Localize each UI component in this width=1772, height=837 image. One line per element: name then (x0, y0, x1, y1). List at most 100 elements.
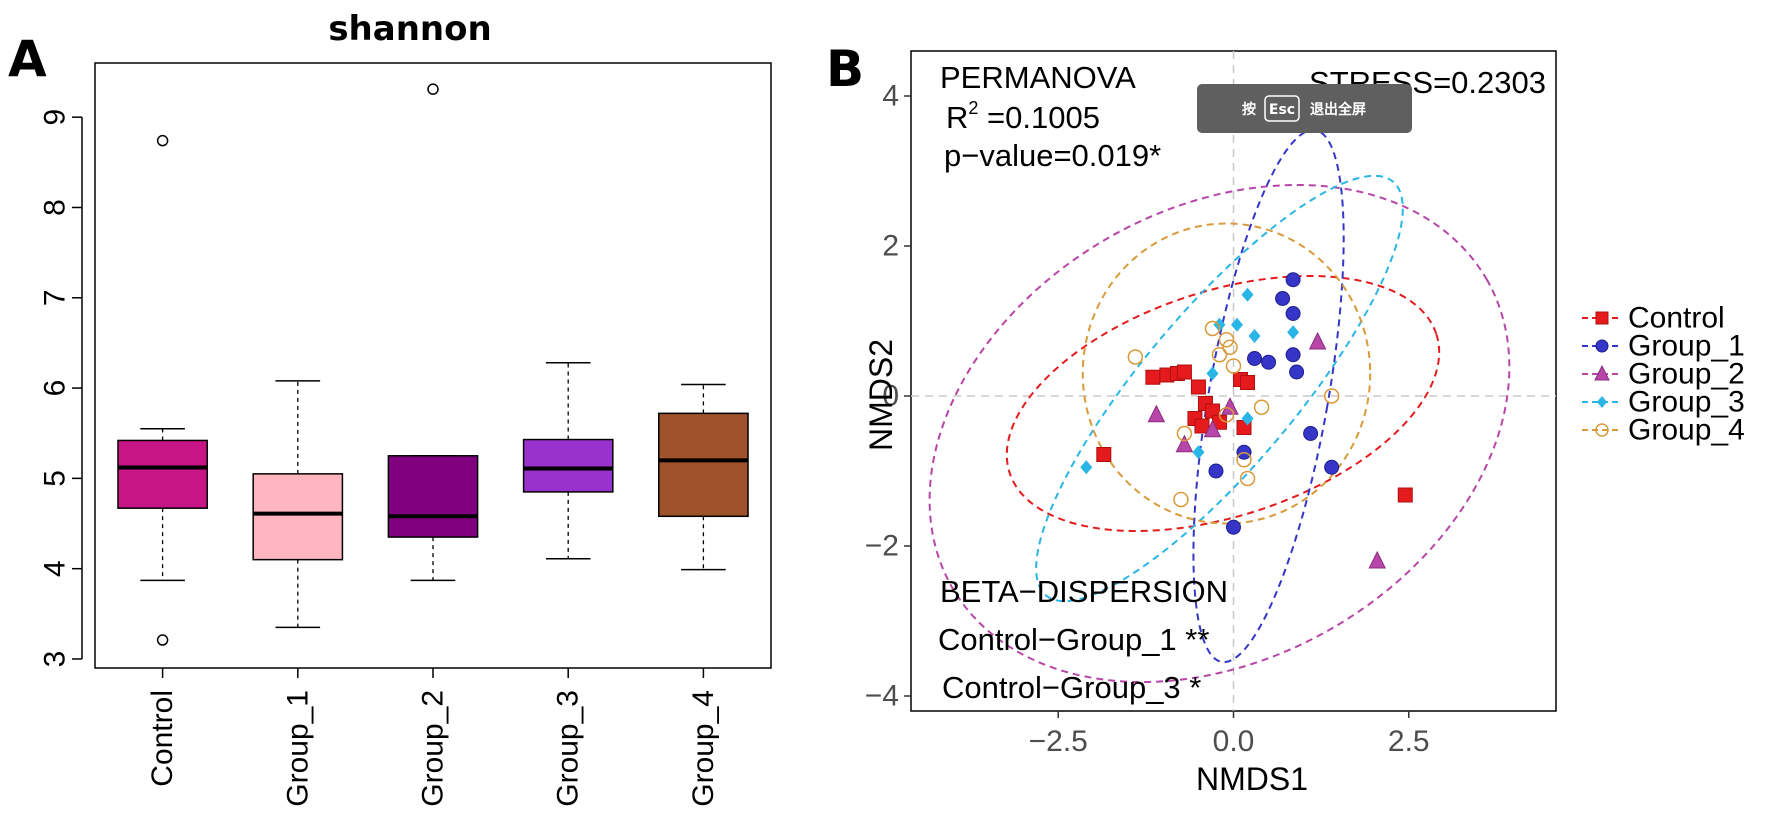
box-iqr (387, 455, 479, 538)
esc-toast-background (1197, 84, 1412, 133)
data-point (1190, 379, 1206, 395)
data-point (1285, 272, 1301, 288)
data-point (1261, 354, 1277, 370)
beta-dispersion-title: BETA−DISPERSION (940, 574, 1228, 609)
chart-b-y-tick-label: 2 (882, 230, 899, 263)
chart-a-title: shannon (328, 9, 491, 49)
data-point (1287, 325, 1300, 340)
chart-a-x-tick-label: Group_3 (552, 690, 585, 807)
legend-marker (1595, 423, 1609, 437)
data-point (1206, 366, 1219, 381)
chart-a-x-labels: Control Group_1 Group_2 Group_3 Group_4 (146, 668, 720, 807)
data-point (1285, 347, 1301, 363)
legend-item-group-2: Group_2 (1582, 358, 1745, 391)
esc-toast-suffix: 退出全屏 (1310, 101, 1366, 118)
chart-a-y-axis: 3 4 5 6 7 8 9 (39, 109, 83, 667)
chart-b-y-axis-label: NMDS2 (863, 339, 899, 451)
chart-a-x-tick-label: Group_1 (281, 690, 314, 807)
ellipse-group-4 (1081, 222, 1372, 525)
data-point (1241, 411, 1254, 426)
data-point (1147, 404, 1166, 423)
data-point (1368, 550, 1387, 569)
legend-label: Control (1628, 302, 1725, 335)
permanova-label: PERMANOVA (940, 60, 1136, 95)
data-point (1285, 306, 1301, 321)
data-point (1208, 463, 1224, 479)
legend-marker (1597, 396, 1607, 408)
data-point (1218, 407, 1235, 423)
esc-fullscreen-toast[interactable]: 按 Esc 退出全屏 (1197, 84, 1412, 133)
chart-a-y-tick-label: 6 (39, 380, 72, 397)
chart-b-y-tick-label: −4 (865, 680, 899, 713)
beta-dispersion-line-1: Control−Group_1 ** (938, 622, 1209, 657)
chart-a-y-tick-label: 8 (39, 199, 72, 216)
legend-item-control: Control (1582, 302, 1725, 335)
data-point (1145, 369, 1161, 385)
box-group-3 (522, 362, 614, 560)
chart-b-reference-lines (911, 51, 1556, 711)
data-point (1323, 388, 1340, 404)
box-outlier (156, 634, 169, 646)
series-group-4 (1127, 320, 1340, 508)
legend-item-group-1: Group_1 (1582, 330, 1745, 363)
data-point (1127, 349, 1144, 365)
series-group-2 (1147, 331, 1387, 569)
chart-b-y-tick-label: 4 (882, 80, 899, 113)
panel-a-boxplot: shannon 3 4 5 6 7 8 9 Control Group_1 Group_2 Gro… (39, 9, 772, 807)
legend-item-group-3: Group_3 (1582, 386, 1745, 419)
data-point (1211, 347, 1228, 363)
data-point (1218, 332, 1235, 348)
data-point (1247, 351, 1263, 366)
data-point (1176, 425, 1193, 442)
r2-label: R2 =0.1005 (946, 98, 1100, 135)
chart-b-ticks: −2.5 0.0 2.5 −4 −2 0 2 4 (865, 80, 1430, 759)
chart-b-x-tick-label: −2.5 (1029, 725, 1088, 758)
box-group-2 (387, 83, 479, 582)
beta-dispersion-line-2: Control−Group_3 * (942, 670, 1201, 705)
esc-key-icon (1264, 95, 1300, 122)
data-point (1236, 452, 1252, 468)
series-group-1 (1208, 272, 1340, 535)
data-point (1213, 317, 1226, 332)
chart-a-x-tick-label: Control (146, 690, 179, 787)
data-point (1221, 397, 1239, 415)
box-control (117, 134, 208, 646)
chart-a-boxes (117, 83, 749, 646)
data-point (1175, 434, 1194, 453)
legend-marker (1595, 339, 1609, 353)
data-point (1203, 419, 1222, 438)
ellipse-control (1005, 275, 1441, 532)
chart-a-y-tick-label: 9 (39, 109, 72, 126)
esc-toast-prefix: 按 (1242, 101, 1256, 118)
chart-a-y-tick-label: 5 (39, 470, 72, 487)
data-point (1308, 331, 1327, 350)
series-group-3 (1080, 287, 1300, 475)
data-point (1248, 329, 1261, 343)
box-outlier (156, 134, 169, 147)
data-point (1225, 358, 1242, 374)
data-point (1226, 519, 1241, 535)
data-point (1324, 459, 1340, 475)
data-point (1397, 487, 1413, 503)
pvalue-label: p−value=0.019* (944, 138, 1161, 173)
legend-label: Group_1 (1628, 330, 1745, 363)
data-point (1275, 291, 1291, 306)
data-point (1176, 364, 1192, 380)
panel-b-letter: B (826, 40, 864, 98)
legend-label: Group_3 (1628, 386, 1745, 419)
box-group-1 (252, 380, 344, 629)
panel-a-letter: A (8, 30, 47, 88)
data-point (1194, 418, 1210, 434)
box-iqr (658, 412, 749, 518)
chart-a-y-tick-label: 3 (39, 651, 72, 668)
box-group-4 (658, 383, 749, 571)
box-outlier (427, 83, 439, 95)
chart-a-y-tick-label: 4 (39, 560, 72, 577)
chart-a-x-tick-label: Group_2 (417, 690, 450, 807)
data-point (1253, 399, 1270, 415)
chart-b-x-tick-label: 2.5 (1388, 725, 1430, 758)
legend-label: Group_2 (1628, 358, 1745, 391)
data-point (1303, 426, 1319, 441)
chart-a-x-tick-label: Group_4 (687, 690, 720, 807)
